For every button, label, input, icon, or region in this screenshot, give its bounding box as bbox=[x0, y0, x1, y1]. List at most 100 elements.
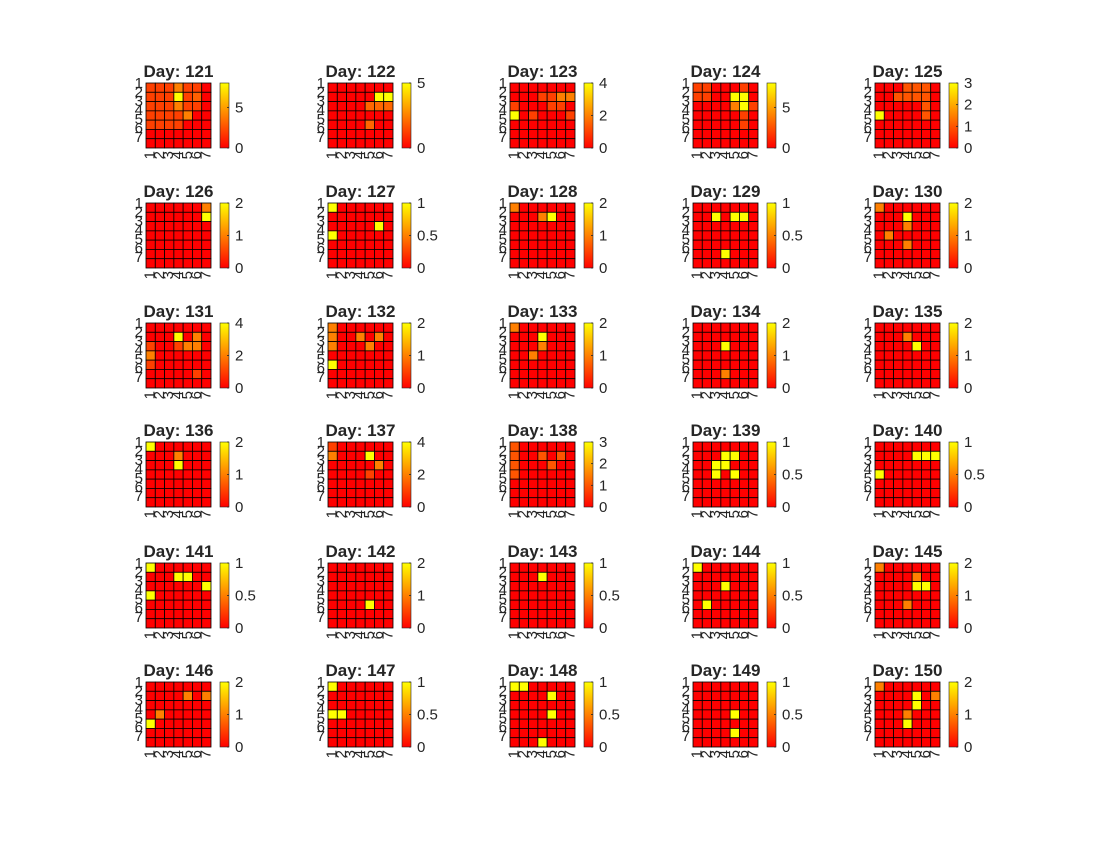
heatmap-cell bbox=[893, 101, 904, 112]
heatmap-cell bbox=[911, 700, 922, 711]
heatmap-cell bbox=[748, 378, 759, 389]
heatmap-cell bbox=[201, 478, 212, 489]
heatmap-cell bbox=[748, 138, 759, 149]
heatmap-cell bbox=[173, 450, 184, 461]
heatmap-cell bbox=[173, 599, 184, 610]
colorbar-tick-label: 0 bbox=[417, 499, 425, 516]
heatmap-cell bbox=[556, 562, 567, 573]
heatmap-cell bbox=[182, 700, 193, 711]
heatmap-cell bbox=[921, 101, 932, 112]
heatmap-cell bbox=[874, 129, 885, 140]
heatmap-cell bbox=[874, 581, 885, 592]
heatmap-cell bbox=[556, 249, 567, 260]
heatmap-cell bbox=[883, 609, 894, 620]
heatmap-cell bbox=[518, 331, 529, 342]
x-tick-label: 1 bbox=[689, 271, 706, 279]
y-tick-label: 2 bbox=[682, 324, 690, 341]
y-tick-label: 7 bbox=[864, 609, 872, 626]
y-tick-label: 1 bbox=[682, 315, 690, 332]
heatmap-cell bbox=[565, 590, 576, 601]
x-tick-label: 7 bbox=[926, 391, 943, 399]
y-tick-label: 5 bbox=[864, 231, 872, 248]
heatmap-cell bbox=[930, 101, 941, 112]
heatmap-cell bbox=[711, 91, 722, 102]
x-tick-label: 6 bbox=[370, 391, 387, 399]
heatmap-cell bbox=[883, 341, 894, 352]
heatmap-cell bbox=[701, 460, 712, 471]
x-tick-label: 7 bbox=[379, 151, 396, 159]
x-tick-label: 4 bbox=[351, 750, 368, 758]
heatmap-cell bbox=[556, 460, 567, 471]
x-tick-label: 6 bbox=[552, 271, 569, 279]
heatmap-cell bbox=[565, 562, 576, 573]
colorbar-tick-label: 4 bbox=[235, 315, 243, 332]
heatmap-cell bbox=[711, 211, 722, 222]
heatmap-cell bbox=[930, 82, 941, 93]
y-tick-label: 4 bbox=[135, 102, 143, 119]
x-tick-label: 7 bbox=[744, 391, 761, 399]
heatmap-cell bbox=[327, 441, 338, 452]
x-tick-label: 3 bbox=[160, 391, 177, 399]
heatmap-cell bbox=[355, 322, 366, 333]
heatmap-cell bbox=[701, 581, 712, 592]
heatmap-cell bbox=[192, 211, 203, 222]
heatmap-cell bbox=[729, 202, 740, 213]
y-tick-label: 7 bbox=[864, 728, 872, 745]
heatmap-cell bbox=[729, 581, 740, 592]
x-tick-label: 6 bbox=[188, 151, 205, 159]
heatmap-cell bbox=[556, 590, 567, 601]
x-tick-label: 7 bbox=[744, 151, 761, 159]
heatmap-cell bbox=[355, 469, 366, 480]
heatmap-cell bbox=[921, 618, 932, 629]
heatmap-cell bbox=[883, 441, 894, 452]
heatmap-cell bbox=[565, 129, 576, 140]
heatmap-cell bbox=[720, 378, 731, 389]
heatmap-cell bbox=[739, 82, 750, 93]
y-tick-label: 3 bbox=[682, 213, 690, 230]
heatmap-cell bbox=[528, 331, 539, 342]
heatmap-cell bbox=[528, 590, 539, 601]
heatmap-cell bbox=[154, 341, 165, 352]
y-tick-label: 7 bbox=[317, 488, 325, 505]
y-tick-label: 1 bbox=[317, 75, 325, 92]
heatmap-cell bbox=[173, 221, 184, 232]
x-tick-label: 1 bbox=[142, 750, 159, 758]
x-tick-label: 5 bbox=[908, 750, 925, 758]
heatmap-cell bbox=[701, 728, 712, 739]
heatmap-cell bbox=[192, 239, 203, 250]
heatmap-cell bbox=[911, 562, 922, 573]
heatmap-cell bbox=[565, 359, 576, 370]
heatmap-cell bbox=[518, 359, 529, 370]
heatmap-cell bbox=[383, 258, 394, 269]
heatmap-cell bbox=[383, 239, 394, 250]
heatmap-cell bbox=[729, 478, 740, 489]
heatmap-cell bbox=[546, 82, 557, 93]
heatmap-cell bbox=[173, 138, 184, 149]
heatmap-cell bbox=[701, 700, 712, 711]
heatmap-cell bbox=[739, 331, 750, 342]
heatmap-cell bbox=[874, 331, 885, 342]
heatmap-cell bbox=[201, 488, 212, 499]
x-tick-label: 5 bbox=[361, 631, 378, 639]
heatmap-cell bbox=[556, 110, 567, 121]
x-tick-label: 5 bbox=[543, 151, 560, 159]
heatmap-cell bbox=[556, 737, 567, 748]
heatmap-cell bbox=[701, 249, 712, 260]
heatmap-cell bbox=[528, 101, 539, 112]
heatmap-cell bbox=[182, 129, 193, 140]
x-tick-label: 1 bbox=[871, 271, 888, 279]
heatmap-cell bbox=[509, 460, 520, 471]
heatmap-cell bbox=[556, 709, 567, 720]
y-tick-label: 1 bbox=[864, 434, 872, 451]
y-tick-label: 4 bbox=[864, 461, 872, 478]
heatmap-cell bbox=[164, 331, 175, 342]
heatmap-cell bbox=[346, 690, 357, 701]
x-tick-label: 5 bbox=[726, 750, 743, 758]
heatmap-cell bbox=[201, 460, 212, 471]
heatmap-cell bbox=[346, 599, 357, 610]
heatmap-cell bbox=[537, 441, 548, 452]
x-tick-label: 7 bbox=[379, 271, 396, 279]
x-tick-label: 1 bbox=[871, 750, 888, 758]
